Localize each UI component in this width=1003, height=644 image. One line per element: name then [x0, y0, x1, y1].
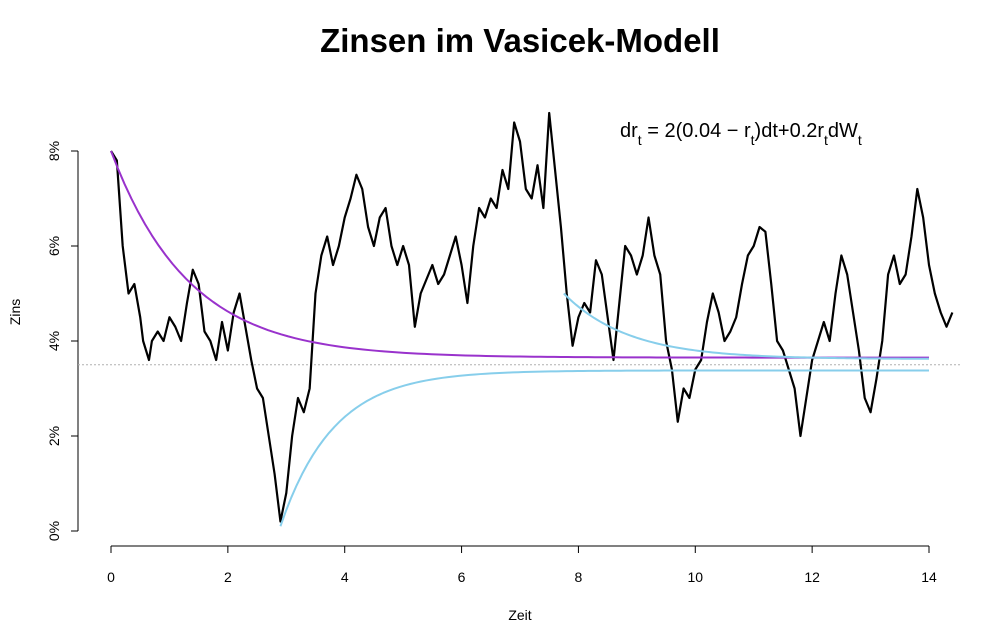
series-line-path: [110, 111, 954, 523]
chart-formula: drt = 2(0.04 − rt)dt+0.2rtdWt: [620, 120, 862, 148]
series-line-expected_from_mid: [563, 292, 930, 360]
y-tick-label: 6%: [46, 236, 62, 256]
series-group: [110, 111, 954, 527]
y-axis-label: Zins: [7, 299, 23, 325]
x-tick-label: 6: [458, 569, 466, 585]
series-line-expected_from_8pct: [110, 150, 929, 359]
axes-group: 0 2 4 6 8 10 12 14 0% 2% 4% 6% 8%: [46, 141, 937, 585]
x-tick-label: 2: [224, 569, 232, 585]
y-tick-label: 4%: [46, 331, 62, 351]
y-tick-label: 0%: [46, 521, 62, 541]
y-tick-label: 8%: [46, 141, 62, 161]
x-tick-label: 14: [921, 569, 937, 585]
chart-title: Zinsen im Vasicek-Modell: [320, 22, 720, 59]
x-tick-label: 0: [107, 569, 115, 585]
y-tick-label: 2%: [46, 426, 62, 446]
x-tick-label: 12: [804, 569, 820, 585]
x-axis-label: Zeit: [508, 607, 531, 623]
x-tick-label: 10: [687, 569, 703, 585]
series-line-expected_from_bottom: [279, 369, 929, 527]
x-tick-label: 4: [341, 569, 349, 585]
x-tick-label: 8: [575, 569, 583, 585]
